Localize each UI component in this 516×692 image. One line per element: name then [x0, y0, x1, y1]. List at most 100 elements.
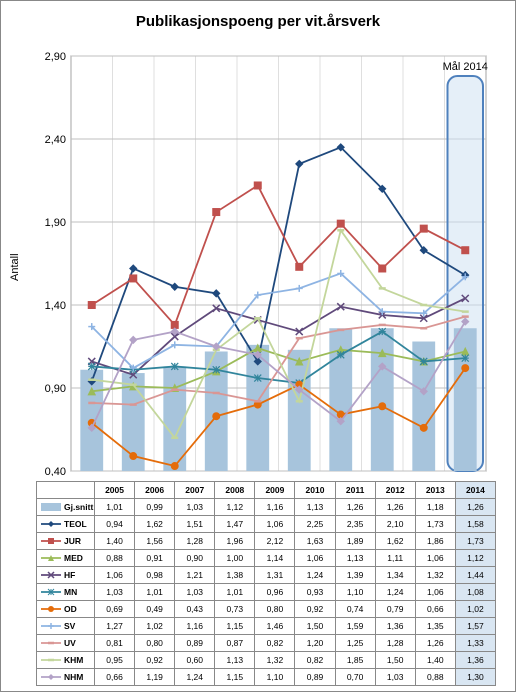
series-label-text-khm: KHM: [64, 655, 83, 665]
table-header-2006: 2006: [135, 482, 175, 499]
cell-med-2005: 0,88: [95, 550, 135, 567]
cell-med-2012: 1,11: [375, 550, 415, 567]
cell-khm-2013: 1,40: [415, 652, 455, 669]
cell-od-2012: 0,79: [375, 601, 415, 618]
cell-nhm-2006: 1,19: [135, 669, 175, 686]
cell-teol-2014: 1,58: [455, 516, 495, 533]
cell-uv-2014: 1,33: [455, 635, 495, 652]
cell-nhm-2008: 1,15: [215, 669, 255, 686]
cell-jur-2009: 2,12: [255, 533, 295, 550]
legend-swatch-mn: [40, 587, 62, 597]
svg-text:0,90: 0,90: [45, 383, 66, 395]
series-label-text-sv: SV: [64, 621, 75, 631]
cell-jur-2010: 1,63: [295, 533, 335, 550]
table-row-uv: UV0,810,800,890,870,821,201,251,281,261,…: [37, 635, 496, 652]
cell-gjsnitt-2011: 1,26: [335, 499, 375, 516]
table-row-khm: KHM0,950,920,601,131,320,821,851,501,401…: [37, 652, 496, 669]
cell-od-2011: 0,74: [335, 601, 375, 618]
cell-jur-2011: 1,89: [335, 533, 375, 550]
cell-gjsnitt-2013: 1,18: [415, 499, 455, 516]
marker-jur-2005: [88, 302, 95, 309]
series-label-med: MED: [37, 550, 95, 567]
marker-jur-2013: [420, 225, 427, 232]
cell-od-2010: 0,92: [295, 601, 335, 618]
cell-hf-2013: 1,32: [415, 567, 455, 584]
data-table: 2005200620072008200920102011201220132014…: [36, 481, 496, 686]
series-label-gjsnitt: Gj.snitt: [37, 499, 95, 516]
series-label-teol: TEOL: [37, 516, 95, 533]
cell-gjsnitt-2014: 1,26: [455, 499, 495, 516]
annotation-text: Mål 2014: [443, 61, 488, 73]
cell-med-2010: 1,06: [295, 550, 335, 567]
cell-nhm-2014: 1,30: [455, 669, 495, 686]
legend-swatch-hf: [40, 570, 62, 580]
cell-sv-2007: 1,16: [175, 618, 215, 635]
series-label-text-teol: TEOL: [64, 519, 87, 529]
cell-nhm-2010: 0,89: [295, 669, 335, 686]
legend-swatch-uv: [40, 638, 62, 648]
cell-mn-2011: 1,10: [335, 584, 375, 601]
marker-mn-2005: [88, 363, 95, 370]
chart-title: Publikasjonspoeng per vit.årsverk: [1, 13, 515, 30]
cell-jur-2007: 1,28: [175, 533, 215, 550]
legend-swatch-nhm: [40, 672, 62, 682]
cell-sv-2012: 1,36: [375, 618, 415, 635]
cell-uv-2011: 1,25: [335, 635, 375, 652]
cell-med-2013: 1,06: [415, 550, 455, 567]
table-header-2014: 2014: [455, 482, 495, 499]
cell-khm-2010: 0,82: [295, 652, 335, 669]
cell-sv-2014: 1,57: [455, 618, 495, 635]
cell-med-2006: 0,91: [135, 550, 175, 567]
cell-od-2013: 0,66: [415, 601, 455, 618]
cell-sv-2005: 1,27: [95, 618, 135, 635]
svg-text:0,40: 0,40: [45, 466, 66, 476]
marker-jur-2014: [462, 247, 469, 254]
series-label-uv: UV: [37, 635, 95, 652]
marker-od-2006: [130, 453, 137, 460]
cell-od-2007: 0,43: [175, 601, 215, 618]
cell-med-2007: 0,90: [175, 550, 215, 567]
cell-gjsnitt-2009: 1,16: [255, 499, 295, 516]
cell-jur-2008: 1,96: [215, 533, 255, 550]
cell-uv-2009: 0,82: [255, 635, 295, 652]
cell-hf-2010: 1,24: [295, 567, 335, 584]
table-header-row: 2005200620072008200920102011201220132014: [37, 482, 496, 499]
marker-jur-2009: [254, 182, 261, 189]
cell-jur-2012: 1,62: [375, 533, 415, 550]
series-label-nhm: NHM: [37, 669, 95, 686]
cell-od-2005: 0,69: [95, 601, 135, 618]
cell-mn-2007: 1,03: [175, 584, 215, 601]
marker-mn-2014: [462, 355, 469, 362]
cell-uv-2013: 1,26: [415, 635, 455, 652]
cell-hf-2007: 1,21: [175, 567, 215, 584]
series-label-khm: KHM: [37, 652, 95, 669]
series-label-text-gjsnitt: Gj.snitt: [64, 502, 93, 512]
table-row-mn: MN1,031,011,031,010,960,931,101,241,061,…: [37, 584, 496, 601]
legend-swatch-teol: [40, 519, 62, 529]
chart-svg: 0,400,901,401,902,402,90Mål 2014: [36, 46, 496, 476]
series-label-mn: MN: [37, 584, 95, 601]
cell-med-2009: 1,14: [255, 550, 295, 567]
table-row-nhm: NHM0,661,191,241,151,100,890,701,030,881…: [37, 669, 496, 686]
cell-teol-2006: 1,62: [135, 516, 175, 533]
cell-uv-2006: 0,80: [135, 635, 175, 652]
table-row-sv: SV1,271,021,161,151,461,501,591,361,351,…: [37, 618, 496, 635]
series-label-jur: JUR: [37, 533, 95, 550]
svg-text:2,40: 2,40: [45, 134, 66, 146]
cell-uv-2005: 0,81: [95, 635, 135, 652]
cell-sv-2013: 1,35: [415, 618, 455, 635]
table-row-hf: HF1,060,981,211,381,311,241,391,341,321,…: [37, 567, 496, 584]
cell-med-2014: 1,12: [455, 550, 495, 567]
series-label-text-mn: MN: [64, 587, 77, 597]
marker-jur-2006: [130, 275, 137, 282]
table-row-od: OD0,690,490,430,730,800,920,740,790,661,…: [37, 601, 496, 618]
cell-mn-2005: 1,03: [95, 584, 135, 601]
svg-text:2,90: 2,90: [45, 51, 66, 63]
cell-teol-2010: 2,25: [295, 516, 335, 533]
svg-text:1,90: 1,90: [45, 217, 66, 229]
cell-hf-2006: 0,98: [135, 567, 175, 584]
table-header-2008: 2008: [215, 482, 255, 499]
cell-uv-2008: 0,87: [215, 635, 255, 652]
cell-hf-2014: 1,44: [455, 567, 495, 584]
marker-od-2014: [462, 365, 469, 372]
